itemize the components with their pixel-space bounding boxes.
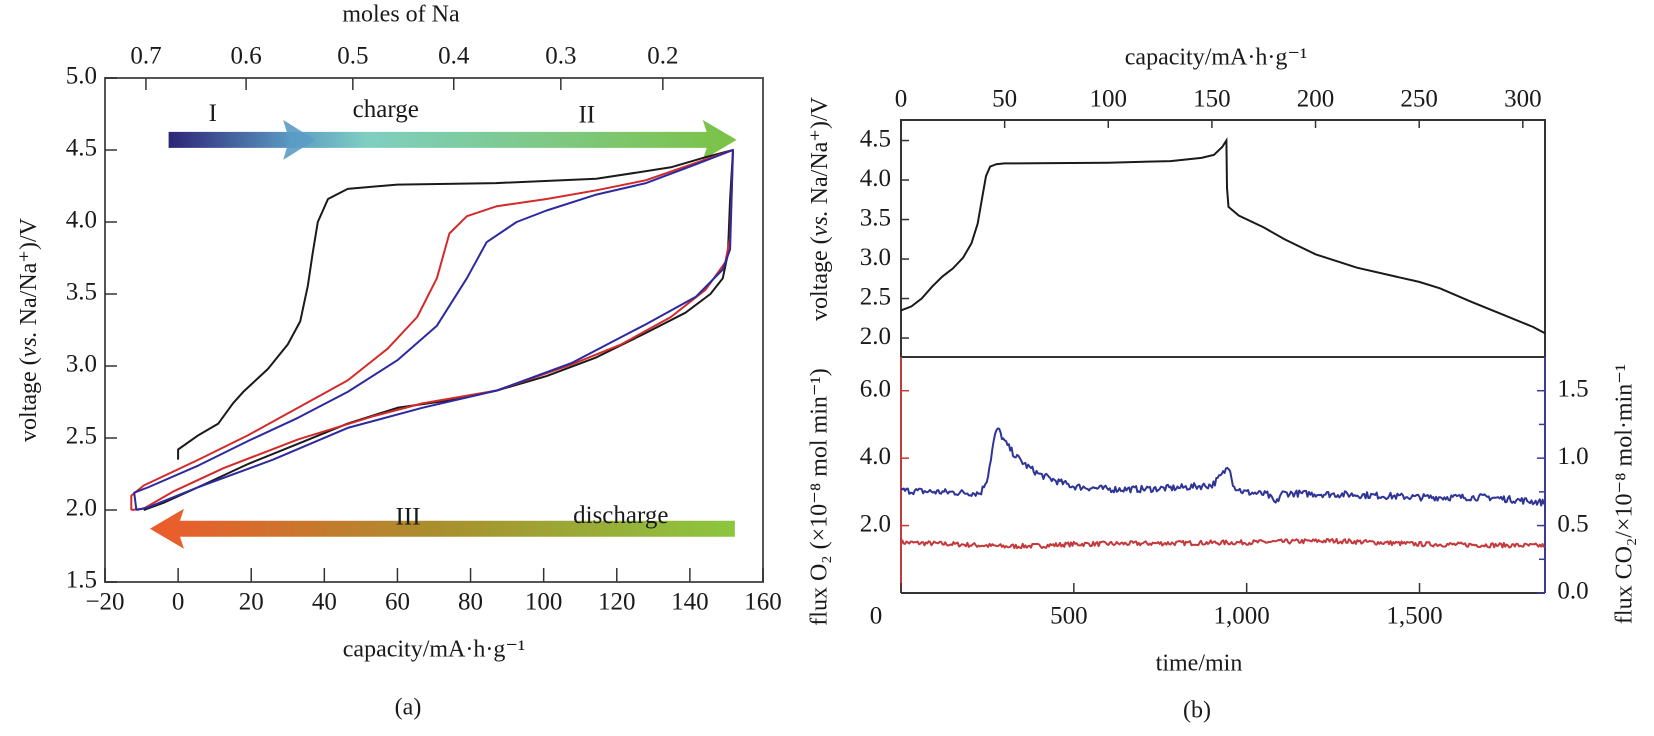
discharge-arrow xyxy=(149,508,735,549)
x-tick-label: 160 xyxy=(744,589,782,616)
ylabel-italic: vs. xyxy=(16,331,42,357)
y-tick-label: 3.5 xyxy=(66,279,97,306)
top-tick-label: 0.3 xyxy=(545,43,576,70)
time-x-tick-label: 1,000 xyxy=(1214,603,1270,630)
voltage-curve xyxy=(900,137,1546,335)
co2-y-tick-label: 1.0 xyxy=(1557,443,1588,470)
annotation-label: charge xyxy=(353,96,419,123)
ylabel-suffix: Na/Na⁺)/V xyxy=(807,96,833,210)
y-tick-label: 4.5 xyxy=(66,135,97,162)
time-x-tick-label: 1,500 xyxy=(1386,603,1442,630)
series-line-cycle-1 xyxy=(143,149,734,511)
x-tick-label: 20 xyxy=(239,589,264,616)
y-axis-title: voltage (vs. Na/Na⁺)/V xyxy=(16,217,42,442)
x-tick-label: 100 xyxy=(525,589,563,616)
y-tick-label: 2.0 xyxy=(66,495,97,522)
x-axis-title: capacity/mA·h·g⁻¹ xyxy=(343,637,525,663)
ylabel-prefix: voltage ( xyxy=(807,236,833,321)
charge-arrow xyxy=(168,119,737,160)
top-x-tick-label: 300 xyxy=(1504,86,1542,113)
top-x-tick-label: 50 xyxy=(992,86,1017,113)
y-tick-label: 2.5 xyxy=(66,423,97,450)
y-tick-label: 5.0 xyxy=(66,63,97,90)
top-x-axis-title: capacity/mA·h·g⁻¹ xyxy=(1125,45,1307,71)
top-tick-label: 0.5 xyxy=(337,43,368,70)
x-tick-label: 40 xyxy=(312,589,337,616)
ylabel-suffix: Na/Na⁺)/V xyxy=(16,217,42,331)
top-x-tick-label: 0 xyxy=(895,86,908,113)
top-x-tick-label: 250 xyxy=(1400,86,1438,113)
time-axis-title: time/min xyxy=(1156,651,1243,677)
series-line-cycle-3 xyxy=(133,149,734,511)
x-tick-label: 120 xyxy=(598,589,636,616)
time-x-tick-label: 0 xyxy=(870,603,883,630)
series-line-flux-O2 xyxy=(900,537,1545,550)
o2-y-tick-label: 2.0 xyxy=(860,510,891,537)
ylabel-prefix: voltage ( xyxy=(16,357,42,442)
co2-y-tick-label: 1.5 xyxy=(1557,375,1588,402)
panel-label: (a) xyxy=(395,695,422,721)
panel-b-voltage-flux: 0 50 100 150 200 250 300 2.0 2.5 3.0 3.5 4.0 4.5 capa… xyxy=(807,45,1638,724)
x-tick-label: 80 xyxy=(458,589,483,616)
top-x-tick-label: 100 xyxy=(1090,86,1128,113)
panel-a-voltage-capacity: −20 0 20 40 60 80 100 120 140 160 1.5 2.0 2.5 3.0 3.5 4… xyxy=(16,2,782,721)
top-tick-label: 0.7 xyxy=(130,43,161,70)
time-x-tick-label: 500 xyxy=(1050,603,1088,630)
co2-y-tick-label: 0.5 xyxy=(1557,510,1588,537)
x-tick-label: 0 xyxy=(172,589,185,616)
annotation-label: I xyxy=(209,100,217,127)
x-tick-label: 140 xyxy=(671,589,709,616)
top-tick-label: 0.2 xyxy=(647,43,678,70)
voltage-y-tick-label: 3.0 xyxy=(860,244,891,271)
voltage-y-tick-label: 4.0 xyxy=(860,165,891,192)
plot-frame xyxy=(104,77,764,583)
annotation-label: discharge xyxy=(573,502,668,529)
o2-y-tick-label: 6.0 xyxy=(860,375,891,402)
voltage-y-tick-label: 2.5 xyxy=(860,283,891,310)
y-tick-label: 4.0 xyxy=(66,207,97,234)
y-tick-label: 1.5 xyxy=(66,567,97,594)
top-x-tick-label: 150 xyxy=(1193,86,1231,113)
o2-flux-axis-title: flux O₂ (×10⁻⁸ mol min⁻¹) xyxy=(807,368,833,625)
charge-arrow-mid-head xyxy=(283,119,316,160)
annotation-label: II xyxy=(578,102,595,129)
top-x-tick-label: 200 xyxy=(1297,86,1335,113)
voltage-y-tick-label: 2.0 xyxy=(860,323,891,350)
x-tick-label: 60 xyxy=(385,589,410,616)
o2-y-tick-label: 4.0 xyxy=(860,443,891,470)
top-tick-label: 0.6 xyxy=(230,43,261,70)
series-line-flux-CO2 xyxy=(900,427,1545,507)
series-line-cycle-2 xyxy=(130,149,734,511)
co2-y-tick-label: 0.0 xyxy=(1557,578,1588,605)
top-tick-label: 0.4 xyxy=(438,43,470,70)
annotation-label: III xyxy=(396,503,421,530)
voltage-y-tick-label: 3.5 xyxy=(860,204,891,231)
ylabel-italic: vs. xyxy=(807,210,833,236)
voltage-y-tick-label: 4.5 xyxy=(860,125,891,152)
top-axis-title: moles of Na xyxy=(342,2,460,28)
top-plot-frame xyxy=(900,119,1546,358)
co2-flux-axis-title: flux CO₂/×10⁻⁸ mol·min⁻¹ xyxy=(1612,364,1638,624)
voltage-axis-title: voltage (vs. Na/Na⁺)/V xyxy=(807,96,833,321)
panel-label: (b) xyxy=(1183,698,1211,724)
y-tick-label: 3.0 xyxy=(66,351,97,378)
x-tick-label: −20 xyxy=(85,589,124,616)
